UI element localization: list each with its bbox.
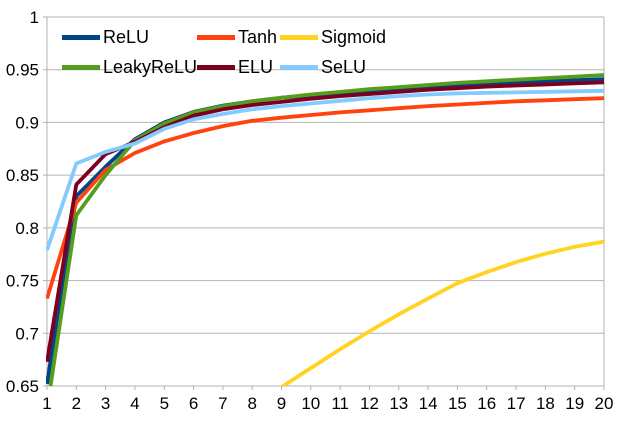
x-tick-label: 15 xyxy=(448,394,467,413)
x-tick-label: 4 xyxy=(130,394,139,413)
x-tick-label: 10 xyxy=(301,394,320,413)
x-tick-label: 6 xyxy=(189,394,198,413)
legend-swatch-selu xyxy=(280,65,318,70)
legend-label-selu: SeLU xyxy=(321,57,367,77)
y-tick-label: 0.8 xyxy=(15,219,39,238)
x-tick-label: 18 xyxy=(536,394,555,413)
x-tick-label: 8 xyxy=(247,394,256,413)
legend-item-elu: ELU xyxy=(197,57,273,78)
legend-item-relu: ReLU xyxy=(62,27,149,48)
legend-swatch-elu xyxy=(197,65,235,70)
x-tick-label: 3 xyxy=(101,394,110,413)
x-tick-label: 12 xyxy=(360,394,379,413)
x-tick-label: 11 xyxy=(331,394,349,413)
legend-label-elu: ELU xyxy=(238,57,274,77)
series-line-selu xyxy=(46,88,605,251)
legend-item-leakyrelu: LeakyReLU xyxy=(62,57,197,78)
y-tick-label: 0.7 xyxy=(15,324,39,343)
y-tick-label: 0.9 xyxy=(15,113,39,132)
legend-swatch-sigmoid xyxy=(280,35,318,40)
legend-swatch-relu xyxy=(62,35,100,40)
legend-label-relu: ReLU xyxy=(103,27,150,47)
series-line-tanh xyxy=(46,96,605,300)
legend-item-tanh: Tanh xyxy=(197,27,277,48)
x-tick-label: 5 xyxy=(160,394,169,413)
x-tick-label: 7 xyxy=(218,394,227,413)
legend-swatch-leakyrelu xyxy=(62,65,100,70)
x-tick-label: 20 xyxy=(595,394,614,413)
legend-item-selu: SeLU xyxy=(280,57,366,78)
x-tick-label: 13 xyxy=(389,394,408,413)
x-tick-label: 1 xyxy=(42,394,51,413)
y-tick-label: 1 xyxy=(30,8,39,27)
series-line-sigmoid xyxy=(279,239,605,386)
legend-swatch-tanh xyxy=(197,35,235,40)
y-tick-label: 0.95 xyxy=(6,61,39,80)
y-tick-label: 0.75 xyxy=(6,272,39,291)
series-line-relu xyxy=(46,77,605,385)
x-tick-label: 9 xyxy=(277,394,286,413)
x-tick-label: 2 xyxy=(72,394,81,413)
legend-label-tanh: Tanh xyxy=(238,27,278,47)
y-tick-label: 0.65 xyxy=(6,377,39,396)
y-tick-label: 0.85 xyxy=(6,166,39,185)
x-tick-label: 17 xyxy=(507,394,526,413)
x-tick-label: 14 xyxy=(419,394,438,413)
series-line-elu xyxy=(46,80,605,363)
x-tick-label: 16 xyxy=(477,394,496,413)
legend-label-leakyrelu: LeakyReLU xyxy=(103,57,198,77)
legend-item-sigmoid: Sigmoid xyxy=(280,27,386,48)
legend-label-sigmoid: Sigmoid xyxy=(321,27,387,47)
x-tick-label: 19 xyxy=(565,394,584,413)
